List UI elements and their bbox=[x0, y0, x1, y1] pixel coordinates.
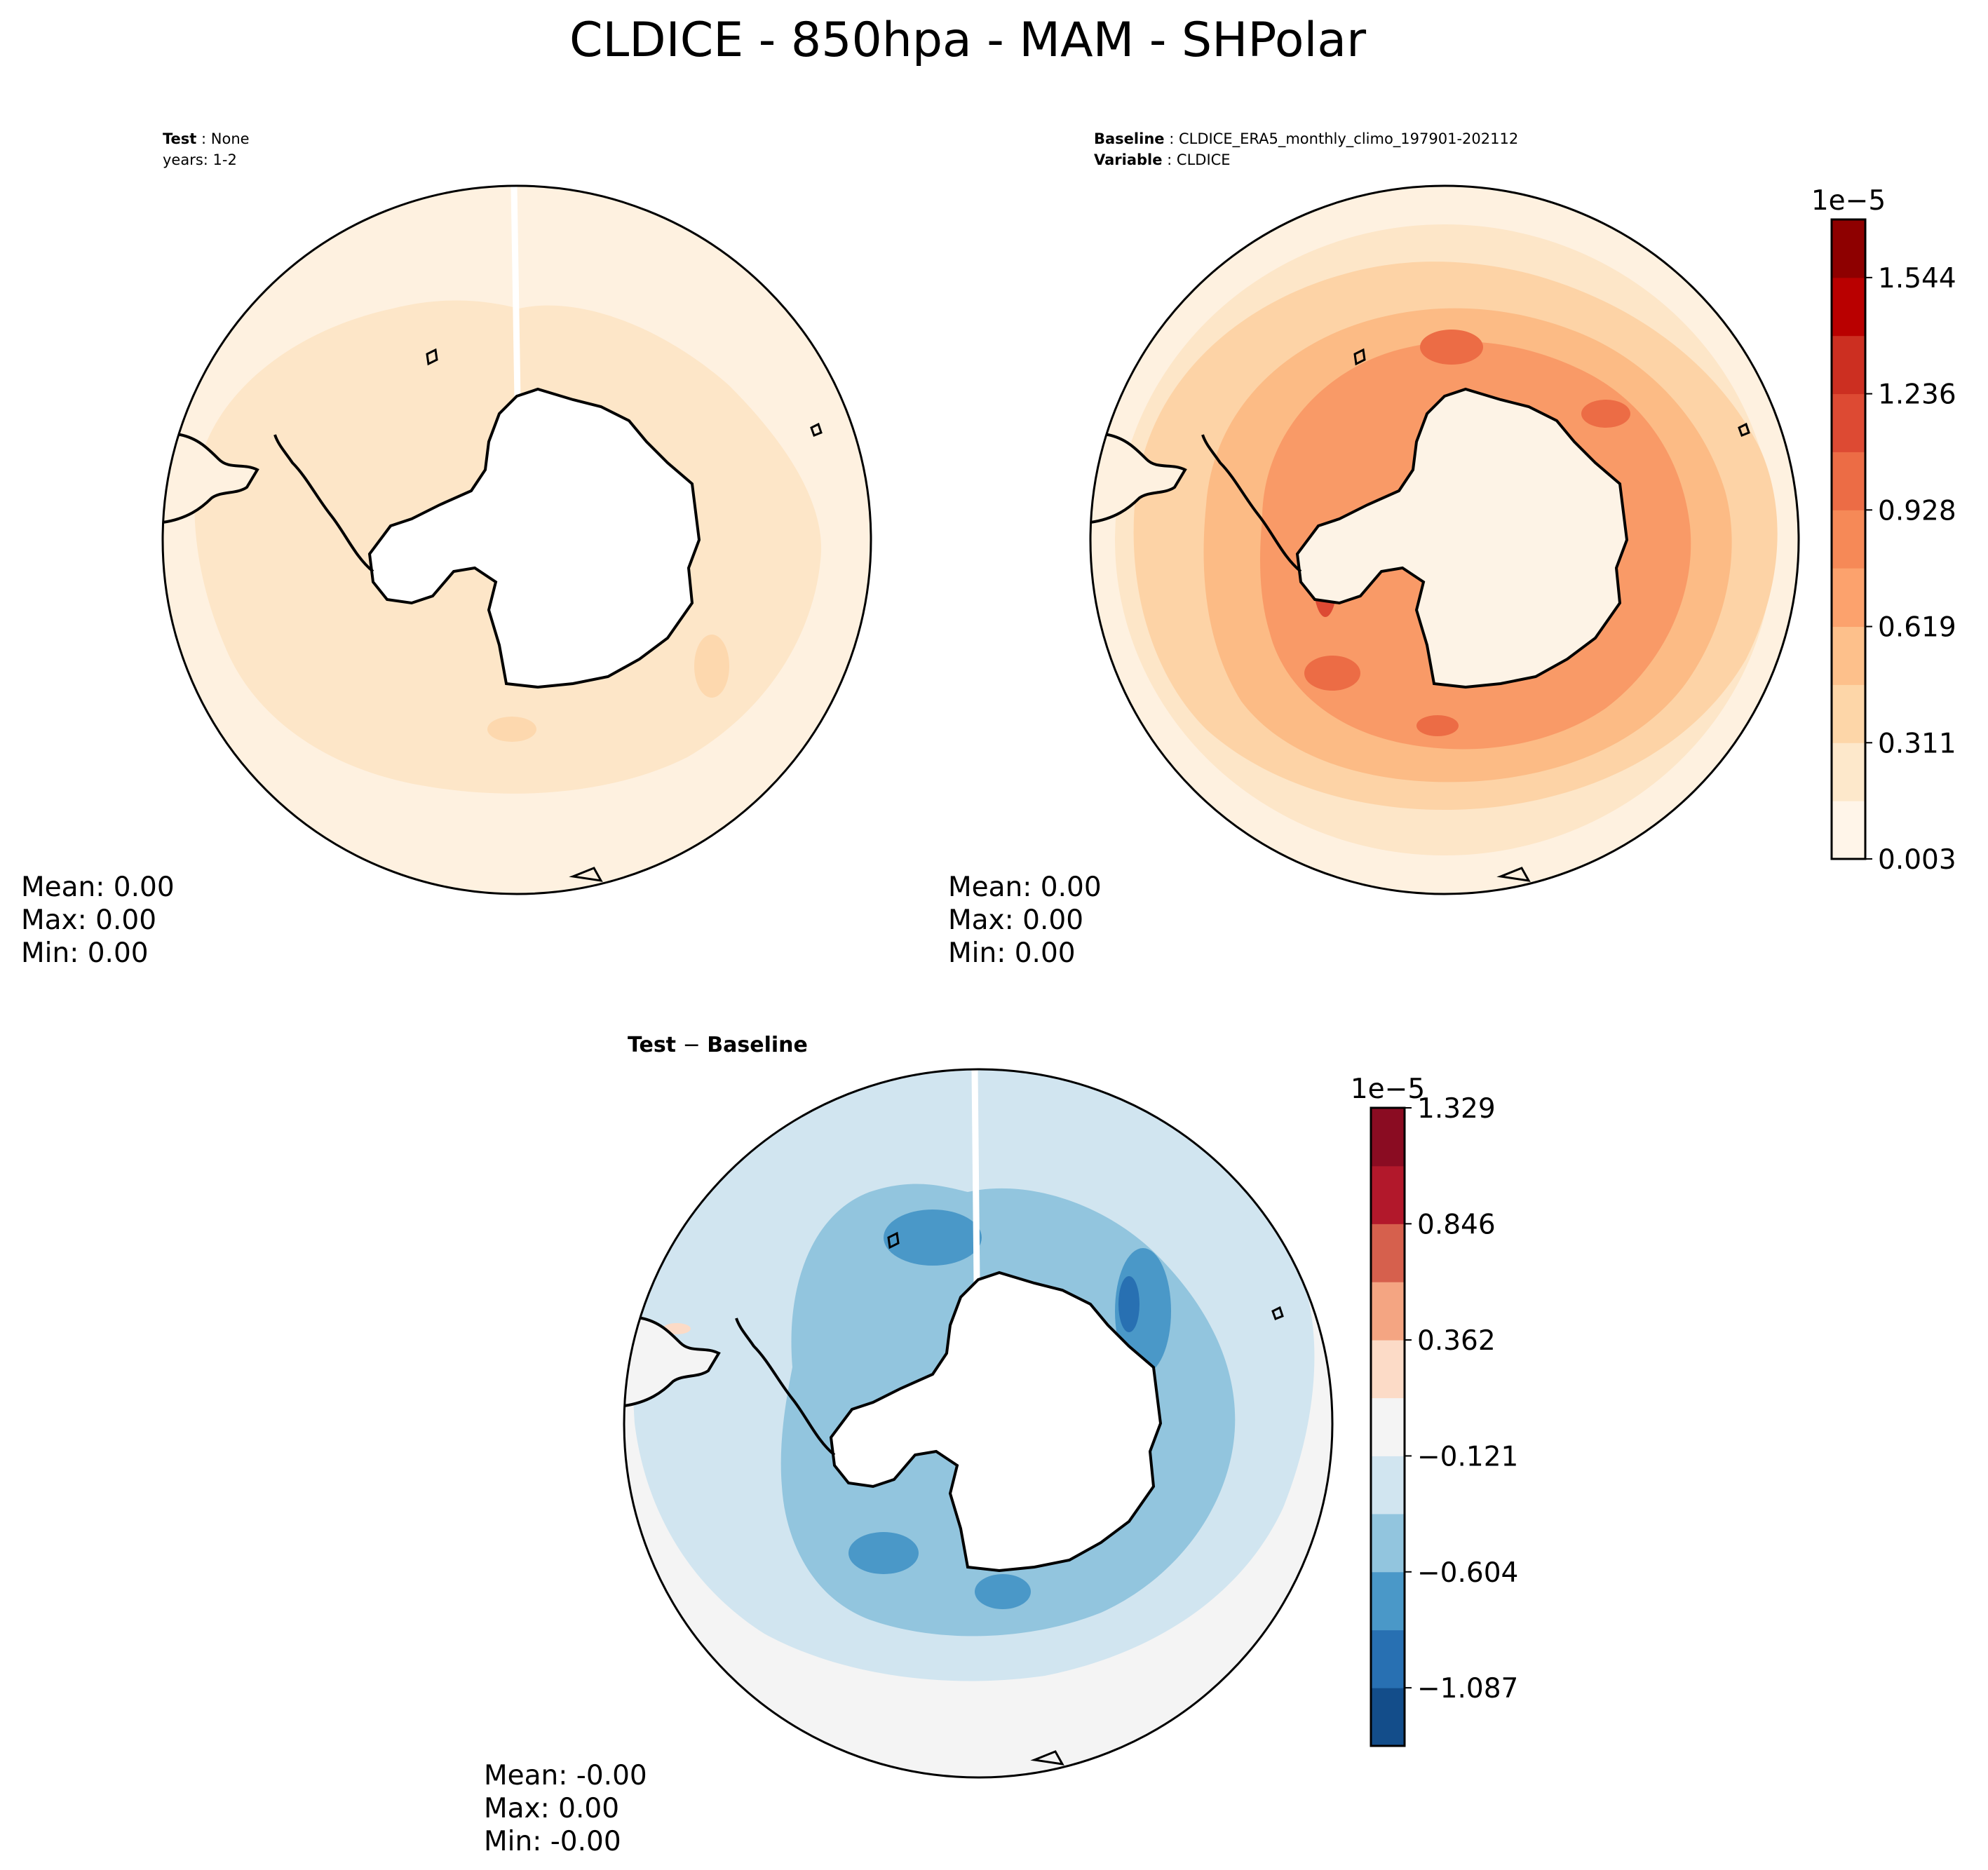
colorbar-baseline-tick-label: 0.928 bbox=[1878, 495, 1956, 527]
map-baseline-max-patch-2 bbox=[1581, 400, 1630, 428]
map-difference-min-patch-1 bbox=[884, 1210, 982, 1266]
map-baseline-island-nz bbox=[1496, 867, 1531, 882]
map-difference-min-patch-5 bbox=[1118, 1276, 1140, 1332]
panel-baseline-header-line2: Variable : CLDICE bbox=[1094, 151, 1231, 168]
panel-difference: Test − Baseline Mean: -0.00 Max: bbox=[484, 1033, 1518, 1857]
map-test-contour-patch-2 bbox=[487, 717, 536, 742]
map-baseline bbox=[1090, 186, 1799, 894]
colorbar-difference-swatch bbox=[1371, 1282, 1405, 1341]
panel-test-header-line1: Test : None bbox=[163, 130, 250, 147]
map-baseline-max-patch-1 bbox=[1420, 330, 1483, 365]
colorbar-baseline-tick-label: 1.544 bbox=[1878, 263, 1956, 294]
colorbar-difference-swatch bbox=[1371, 1340, 1405, 1399]
colorbar-difference-exponent: 1e−5 bbox=[1351, 1073, 1425, 1105]
colorbar-baseline-swatch bbox=[1832, 743, 1865, 801]
map-baseline-max-patch-4 bbox=[1416, 715, 1459, 736]
map-test bbox=[163, 186, 871, 894]
colorbar-difference-tick-label: −0.604 bbox=[1417, 1557, 1518, 1589]
colorbar-baseline-swatch bbox=[1832, 277, 1865, 337]
map-test-contour-patch-1 bbox=[694, 635, 729, 698]
panel-baseline-stat-mean: Mean: 0.00 bbox=[948, 872, 1102, 903]
panel-difference-header: Test − Baseline bbox=[628, 1033, 808, 1057]
panel-difference-stat-min: Min: -0.00 bbox=[484, 1826, 621, 1857]
colorbar-baseline-exponent: 1e−5 bbox=[1811, 185, 1886, 217]
colorbar-baseline-swatch bbox=[1832, 684, 1865, 743]
colorbar-baseline-swatch bbox=[1832, 801, 1865, 860]
map-test-frame bbox=[161, 184, 872, 895]
figure-title: CLDICE - 850hpa - MAM - SHPolar bbox=[569, 13, 1366, 68]
map-baseline-frame bbox=[1089, 184, 1800, 895]
map-baseline-island-falklands bbox=[1353, 348, 1366, 366]
colorbar-baseline-swatch bbox=[1832, 568, 1865, 628]
colorbar-baseline-frame bbox=[1830, 218, 1867, 860]
map-difference-island-falklands bbox=[887, 1231, 900, 1249]
colorbar-difference-swatch bbox=[1371, 1456, 1405, 1515]
colorbar-baseline-swatch bbox=[1832, 452, 1865, 510]
panel-difference-stat-max: Max: 0.00 bbox=[484, 1793, 619, 1824]
colorbar-baseline-tick-label: 0.003 bbox=[1878, 844, 1956, 876]
map-test-island-nz bbox=[569, 867, 603, 882]
colorbar-difference-swatch bbox=[1371, 1513, 1405, 1573]
map-test-island-falklands bbox=[426, 348, 438, 366]
panel-test-stat-mean: Mean: 0.00 bbox=[21, 872, 175, 903]
colorbar-baseline-tick-label: 1.236 bbox=[1878, 379, 1956, 411]
colorbar-baseline-tick-label: 0.311 bbox=[1878, 728, 1956, 759]
colorbar-difference-swatch bbox=[1371, 1108, 1405, 1167]
map-baseline-island-kerguelen bbox=[1738, 422, 1750, 437]
colorbar-baseline-swatch bbox=[1832, 393, 1865, 452]
panel-baseline-stat-min: Min: 0.00 bbox=[948, 937, 1076, 969]
map-difference-frame bbox=[623, 1068, 1334, 1779]
colorbar-difference-swatch bbox=[1371, 1165, 1405, 1224]
colorbar-baseline: 0.003 0.311 0.619 0.928 1.236 1.544 1e−5 bbox=[1811, 185, 1956, 876]
panel-difference-stat-mean: Mean: -0.00 bbox=[484, 1760, 647, 1791]
map-test-data-seam bbox=[510, 186, 521, 400]
map-difference bbox=[624, 1069, 1332, 1777]
colorbar-baseline-swatch bbox=[1832, 219, 1865, 278]
colorbar-difference-frame bbox=[1370, 1106, 1406, 1747]
colorbar-difference-swatch bbox=[1371, 1397, 1405, 1456]
panel-baseline-header-line1: Baseline : CLDICE_ERA5_monthly_climo_197… bbox=[1094, 130, 1518, 148]
map-difference-data-seam bbox=[971, 1069, 980, 1284]
colorbar-difference-tick-label: −0.121 bbox=[1417, 1441, 1518, 1472]
colorbar-difference-swatch bbox=[1371, 1224, 1405, 1282]
map-baseline-max-patch-3 bbox=[1304, 656, 1360, 691]
colorbar-baseline-tick-label: 0.619 bbox=[1878, 612, 1956, 644]
colorbar-difference-tick-label: −1.087 bbox=[1417, 1673, 1518, 1705]
colorbar-difference-swatch bbox=[1371, 1630, 1405, 1688]
panel-test-stat-min: Min: 0.00 bbox=[21, 937, 149, 969]
panel-test-stat-max: Max: 0.00 bbox=[21, 904, 156, 936]
colorbar-difference-tick-label: 1.329 bbox=[1417, 1093, 1496, 1125]
panel-baseline: Baseline : CLDICE_ERA5_monthly_climo_197… bbox=[948, 130, 1956, 969]
colorbar-difference-swatch bbox=[1371, 1688, 1405, 1747]
map-difference-min-patch-4 bbox=[975, 1574, 1031, 1609]
colorbar-baseline-swatch bbox=[1832, 335, 1865, 395]
colorbar-difference-tick-label: 0.362 bbox=[1417, 1325, 1496, 1357]
colorbar-difference-tick-label: 0.846 bbox=[1417, 1209, 1496, 1240]
panel-baseline-stat-max: Max: 0.00 bbox=[948, 904, 1083, 936]
colorbar-difference-swatch bbox=[1371, 1571, 1405, 1631]
map-difference-island-nz bbox=[1030, 1750, 1064, 1766]
map-difference-island-kerguelen bbox=[1271, 1306, 1284, 1320]
colorbar-baseline-swatch bbox=[1832, 510, 1865, 569]
colorbar-baseline-swatch bbox=[1832, 626, 1865, 685]
panel-test-header-line2: years: 1-2 bbox=[163, 151, 237, 168]
map-difference-min-patch-3 bbox=[848, 1532, 919, 1574]
panel-test: Test : None years: 1-2 Mean: 0.00 Max: 0… bbox=[21, 130, 872, 969]
map-test-island-kerguelen bbox=[810, 422, 823, 437]
